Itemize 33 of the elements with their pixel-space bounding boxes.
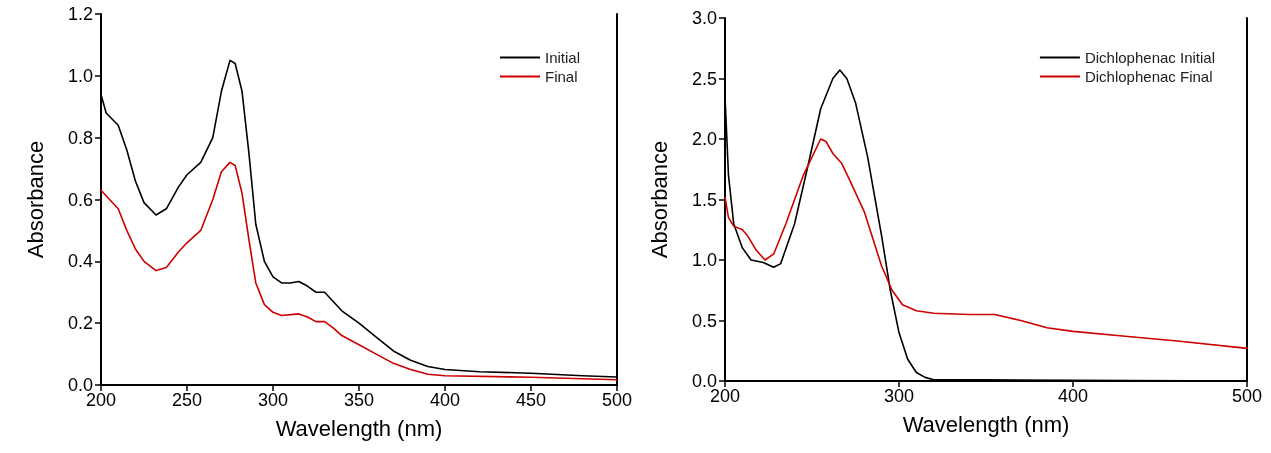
y-tick-label: 1.0 xyxy=(67,65,93,86)
y-tick-label: 3.0 xyxy=(691,8,717,28)
y-axis-title: Absorbance xyxy=(646,140,672,259)
x-tick-label: 200 xyxy=(709,386,741,406)
x-tick-label: 500 xyxy=(1231,386,1263,406)
y-tick-label: 0.6 xyxy=(67,189,93,210)
y-tick-label: 0.4 xyxy=(67,251,93,272)
x-tick-label: 500 xyxy=(601,390,633,410)
x-axis-title: Wavelength (nm) xyxy=(275,415,443,441)
x-tick-label: 200 xyxy=(85,390,117,410)
x-tick-label: 300 xyxy=(883,386,915,406)
y-tick-label: 1.5 xyxy=(691,189,717,210)
y-tick-label: 2.5 xyxy=(691,68,717,89)
x-tick-label: 300 xyxy=(257,390,289,410)
line-series xyxy=(100,161,618,381)
x-axis-title: Wavelength (nm) xyxy=(902,411,1070,437)
x-tick-label: 400 xyxy=(1057,386,1089,406)
x-tick-label: 400 xyxy=(429,390,461,410)
line-series xyxy=(724,138,1248,350)
legend-label: Dichlophenac Initial xyxy=(1084,49,1215,66)
legend-label: Dichlophenac Final xyxy=(1084,68,1213,85)
y-tick-label: 2.0 xyxy=(691,129,717,149)
y-tick-label: 0.2 xyxy=(67,313,93,334)
y-tick-label: 1.0 xyxy=(691,250,717,270)
x-tick-label: 450 xyxy=(515,390,547,410)
x-tick-label: 250 xyxy=(171,390,203,410)
y-tick-label: 0.5 xyxy=(691,310,717,331)
y-tick-label: 0.8 xyxy=(67,127,93,148)
legend-label: Final xyxy=(544,68,578,85)
x-tick-label: 350 xyxy=(343,390,375,410)
y-axis-title: Absorbance xyxy=(22,140,48,259)
y-tick-label: 1.2 xyxy=(67,4,93,24)
legend-label: Initial xyxy=(544,49,581,66)
